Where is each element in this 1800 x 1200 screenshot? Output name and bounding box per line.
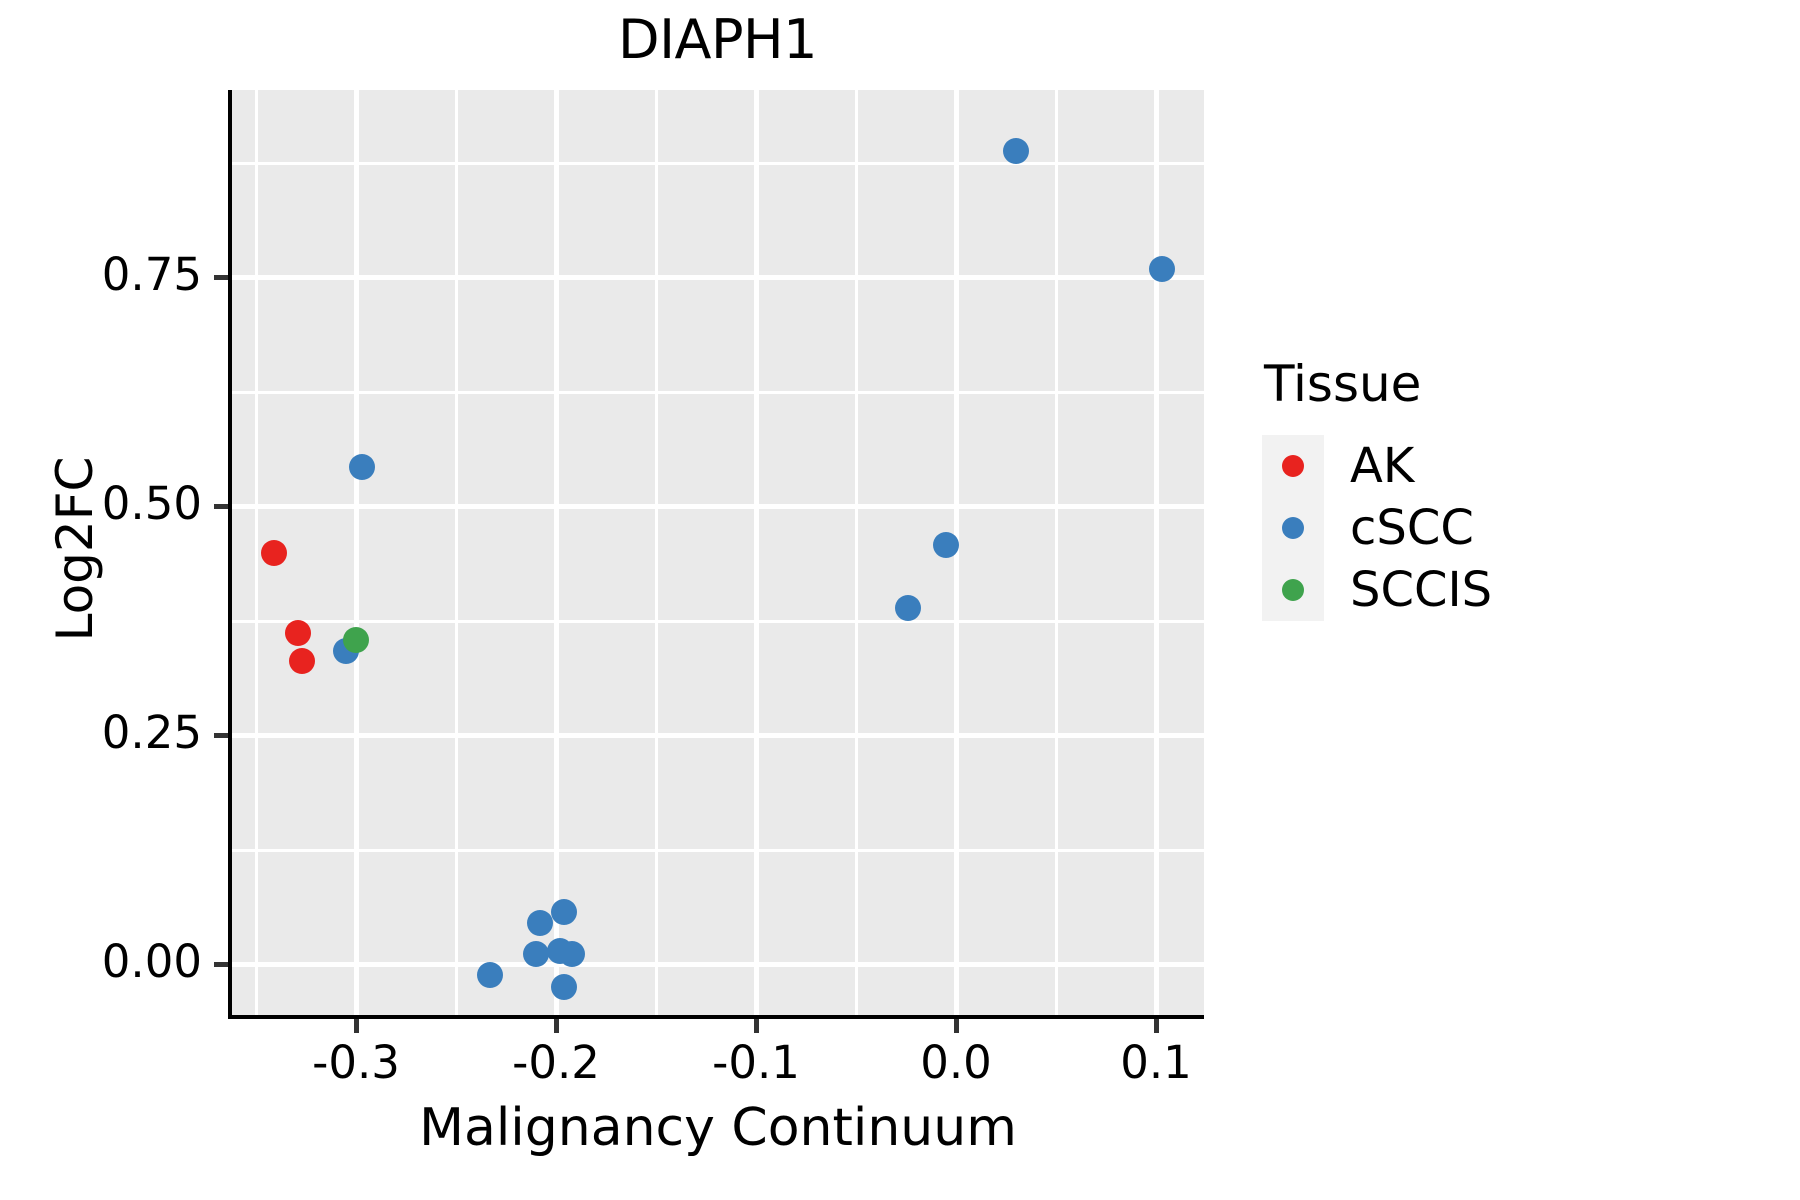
legend-items: AK cSCC SCCIS xyxy=(1262,435,1492,621)
data-point-ak xyxy=(285,620,311,647)
x-tick-mark xyxy=(953,1019,959,1033)
data-point-ak xyxy=(261,539,287,566)
gridline-minor-horizontal xyxy=(232,619,1204,623)
gridline-minor-vertical xyxy=(454,90,458,1015)
data-point-cscc xyxy=(1149,255,1175,282)
x-tick-label: 0.1 xyxy=(1120,1036,1192,1089)
x-tick-mark xyxy=(1153,1019,1159,1033)
y-tick-label: 0.00 xyxy=(101,934,202,988)
gridline-minor-horizontal xyxy=(232,390,1204,394)
legend-swatch-dot-icon xyxy=(1282,579,1304,601)
gridline-minor-vertical xyxy=(654,90,658,1015)
y-tick-mark xyxy=(214,962,228,968)
gridline-major-horizontal xyxy=(232,962,1204,968)
gridline-minor-vertical xyxy=(854,90,858,1015)
legend-item-label: cSCC xyxy=(1350,500,1474,556)
y-tick-label: 0.75 xyxy=(101,247,202,301)
x-tick-label: 0.0 xyxy=(920,1036,992,1089)
gridline-major-vertical xyxy=(753,90,759,1015)
chart-title: DIAPH1 xyxy=(618,8,817,71)
data-point-cscc xyxy=(895,595,921,622)
legend-item-sccis[interactable]: SCCIS xyxy=(1262,559,1492,621)
y-tick-mark xyxy=(214,275,228,281)
x-tick-mark xyxy=(553,1019,559,1033)
legend-key-box xyxy=(1262,435,1324,497)
gridline-minor-horizontal xyxy=(232,161,1204,165)
gridline-major-vertical xyxy=(1153,90,1159,1015)
data-point-ak xyxy=(289,647,315,674)
gridline-major-vertical xyxy=(353,90,359,1015)
x-tick-label: -0.3 xyxy=(312,1036,400,1089)
gridline-major-horizontal xyxy=(232,504,1204,510)
x-axis-line xyxy=(228,1015,1204,1019)
gridline-minor-horizontal xyxy=(232,848,1204,852)
x-tick-label: -0.1 xyxy=(712,1036,800,1089)
legend-item-cscc[interactable]: cSCC xyxy=(1262,497,1492,559)
y-axis-title: Log2FC xyxy=(46,456,104,642)
legend-item-label: AK xyxy=(1350,438,1415,494)
y-tick-label: 0.50 xyxy=(101,476,202,530)
legend: Tissue AK cSCC SCCIS xyxy=(1262,355,1492,621)
legend-key-box xyxy=(1262,497,1324,559)
x-axis-title: Malignancy Continuum xyxy=(419,1098,1017,1158)
data-point-cscc xyxy=(933,532,959,559)
gridline-major-vertical xyxy=(553,90,559,1015)
x-tick-label: -0.2 xyxy=(512,1036,600,1089)
gridline-major-horizontal xyxy=(232,733,1204,739)
y-tick-mark xyxy=(214,733,228,739)
legend-item-ak[interactable]: AK xyxy=(1262,435,1492,497)
gridline-major-horizontal xyxy=(232,275,1204,281)
x-tick-mark xyxy=(753,1019,759,1033)
data-point-cscc xyxy=(1003,138,1029,165)
data-point-cscc xyxy=(523,940,549,967)
data-point-sccis xyxy=(343,626,369,653)
x-tick-mark xyxy=(353,1019,359,1033)
legend-swatch-dot-icon xyxy=(1282,455,1304,477)
data-point-cscc xyxy=(551,899,577,926)
legend-key-box xyxy=(1262,559,1324,621)
data-point-cscc xyxy=(527,909,553,936)
data-point-cscc xyxy=(349,454,375,481)
y-axis-line xyxy=(228,90,232,1016)
data-point-cscc xyxy=(551,973,577,1000)
legend-swatch-dot-icon xyxy=(1282,517,1304,539)
plot-panel xyxy=(232,90,1204,1015)
y-tick-mark xyxy=(214,504,228,510)
data-point-cscc xyxy=(559,940,585,967)
legend-item-label: SCCIS xyxy=(1350,562,1493,618)
legend-title: Tissue xyxy=(1264,355,1422,413)
gridline-minor-vertical xyxy=(254,90,258,1015)
y-tick-label: 0.25 xyxy=(101,705,202,759)
data-point-cscc xyxy=(477,961,503,988)
gridline-minor-vertical xyxy=(1054,90,1058,1015)
